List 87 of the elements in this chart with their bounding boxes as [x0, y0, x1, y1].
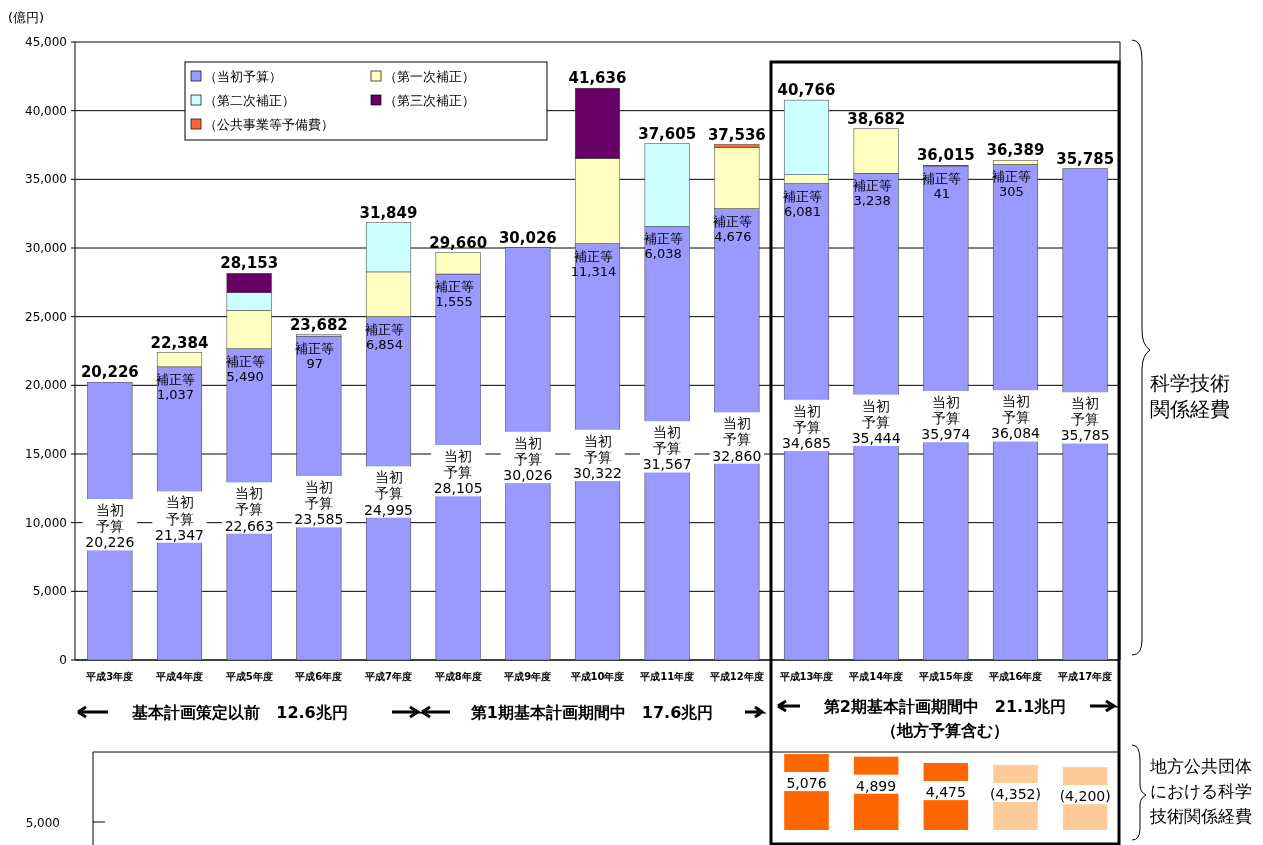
annotation: 補正等6,854	[365, 321, 404, 352]
y-tick-label: 25,000	[25, 309, 67, 324]
total-label: 20,226	[80, 363, 139, 382]
x-tick-label: 平成11年度	[639, 671, 695, 682]
text: 第1期基本計画期間中 17.6兆円	[469, 703, 714, 722]
total-label: 30,026	[498, 228, 557, 247]
x-tick-label: 平成17年度	[1057, 671, 1113, 682]
total-label: 37,605	[638, 124, 697, 143]
annotation: 補正等1,037	[156, 371, 195, 402]
bar	[923, 165, 969, 661]
annotation: 補正等6,038	[643, 231, 683, 262]
annotation: 補正等305	[992, 169, 1031, 200]
annotation: 補正等11,314	[570, 248, 617, 279]
annotation: 補正等5,490	[225, 353, 265, 384]
x-tick-label: 平成13年度	[778, 671, 834, 682]
data-label: 当初予算30,322	[573, 432, 622, 481]
data-label: 当初予算34,685	[782, 402, 831, 452]
x-tick-label: 平成5年度	[224, 671, 273, 682]
x-tick-label: 平成16年度	[987, 671, 1043, 682]
annotation: 補正等1,555	[434, 279, 474, 309]
x-tick-label: 平成4年度	[155, 671, 203, 682]
data-label: 当初予算31,567	[642, 424, 692, 473]
x-tick-label: 平成14年度	[848, 671, 904, 682]
total-label: 23,682	[289, 315, 348, 334]
x-tick-label: 平成8年度	[433, 671, 482, 682]
text: （地方予算含む）	[881, 721, 1009, 740]
legend-label: （公共事業等予備費）	[204, 117, 334, 132]
total-label: 37,536	[707, 125, 766, 144]
y-tick-label: 10,000	[25, 515, 67, 530]
text: 基本計画策定以前 12.6兆円	[131, 703, 348, 722]
legend-label: （第一次補正）	[384, 69, 475, 84]
data-label: 当初予算24,995	[364, 469, 413, 518]
legend-label: （第三次補正）	[384, 93, 475, 108]
x-tick-label: 平成12年度	[708, 671, 764, 682]
data-label: (4,200)	[1059, 788, 1111, 805]
data-label: 4,899	[856, 777, 897, 794]
data-label: 4,475	[925, 784, 966, 800]
x-tick-label: 平成3年度	[85, 671, 134, 682]
x-tick-label: 平成7年度	[364, 671, 412, 682]
data-label: 当初予算35,444	[851, 397, 901, 446]
bar	[505, 247, 551, 661]
total-label: 29,660	[429, 233, 488, 252]
data-label: 5,076	[786, 775, 827, 791]
x-tick-label: 平成15年度	[917, 671, 973, 682]
data-label: 当初予算32,860	[712, 415, 762, 464]
y-axis-title: (億円)	[8, 10, 45, 25]
x-tick-label: 平成10年度	[569, 671, 625, 682]
y-tick-label: 5,000	[32, 584, 67, 599]
total-label: 36,015	[916, 146, 975, 165]
legend-label: （当初予算）	[204, 69, 282, 84]
total-label: 40,766	[777, 81, 836, 100]
y-tick-label: 40,000	[25, 103, 67, 118]
y-tick-label: 45,000	[25, 35, 67, 49]
data-label: 当初予算21,347	[155, 494, 204, 543]
data-label: 当初予算20,226	[85, 502, 135, 551]
y-tick-label: 15,000	[25, 447, 67, 461]
data-label: 当初予算35,785	[1060, 395, 1110, 444]
text: 第2期基本計画期間中 21.1兆円	[822, 697, 1067, 716]
annotation: 補正等41	[922, 170, 962, 201]
bar	[1062, 168, 1108, 661]
y-tick-label: 20,000	[25, 378, 67, 393]
total-label: 35,785	[1056, 149, 1115, 168]
y-tick-label: 30,000	[25, 241, 67, 255]
annotation: 補正等3,238	[852, 178, 892, 209]
data-label: 当初予算36,084	[991, 393, 1041, 442]
x-tick-label: 平成9年度	[503, 671, 552, 682]
y-tick-label: 0	[59, 653, 67, 667]
total-label: 31,849	[359, 203, 418, 222]
annotation: 補正等4,676	[713, 213, 753, 244]
data-label: 当初予算35,974	[921, 393, 971, 443]
total-label: 36,389	[986, 141, 1045, 160]
annotation: 補正等97	[295, 341, 335, 372]
legend-label: （第二次補正）	[204, 93, 295, 108]
data-label: 当初予算22,663	[224, 485, 274, 534]
text: 科学技術関係経費	[1150, 371, 1230, 421]
annotation: 補正等6,081	[783, 188, 822, 219]
total-label: 38,682	[847, 109, 906, 128]
data-label: 当初予算28,105	[433, 448, 483, 497]
total-label: 28,153	[220, 254, 279, 273]
x-tick-label: 平成6年度	[294, 671, 343, 682]
data-label: 当初予算30,026	[503, 434, 553, 484]
text: 地方公共団体における科学技術関係経費	[1149, 756, 1252, 826]
y-tick-label: 35,000	[25, 172, 67, 187]
data-label: 当初予算23,585	[294, 479, 344, 528]
data-label: (4,352)	[989, 785, 1042, 802]
total-label: 22,384	[150, 333, 209, 352]
total-label: 41,636	[568, 69, 627, 88]
